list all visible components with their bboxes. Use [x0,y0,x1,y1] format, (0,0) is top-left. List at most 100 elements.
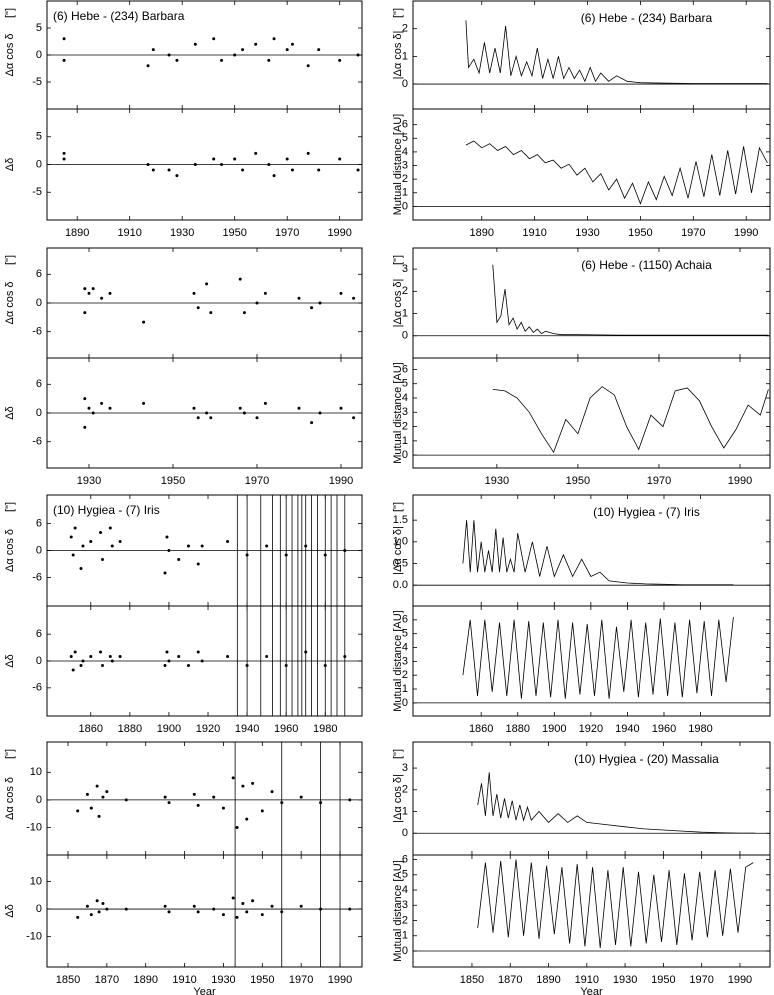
x-tick-label: 1960 [652,723,676,735]
plot-frame [412,108,771,221]
y-tick-label: -10 [26,931,42,943]
data-point [85,904,89,908]
x-tick-label: 1990 [327,227,351,239]
plot-frame [412,357,771,469]
data-point [87,291,91,295]
y-unit: ["] [4,749,16,759]
data-point [196,562,200,566]
x-tick-label: 1900 [157,723,181,735]
data-point [118,539,122,543]
data-point [245,817,249,821]
data-point [318,301,322,305]
y-tick-label: -10 [26,821,42,833]
data-point [175,174,179,178]
data-point [192,792,196,796]
data-point [220,58,224,62]
y-tick-label: 6 [402,853,408,865]
y-tick-label: 0 [36,407,42,419]
y-tick-label: 0 [402,78,408,90]
plot-frame [412,605,771,717]
y-tick-label: 0 [36,655,42,667]
data-point [272,37,276,41]
data-point [241,168,245,172]
x-tick-label: 1920 [579,723,603,735]
data-point [83,287,87,291]
x-tick-label: 1950 [566,475,590,487]
data-point [89,913,93,917]
y-axis-label: Δδ [4,904,16,917]
data-point [100,663,104,667]
data-point [310,306,314,310]
data-point [317,48,321,52]
data-point [255,416,259,420]
data-point [265,544,269,548]
y-tick-label: 3 [402,762,408,774]
x-tick-label: 1910 [522,227,546,239]
data-point [284,663,288,667]
chart-title: (6) Hebe - (234) Barbara [581,11,713,25]
data-point [272,174,276,178]
data-point [100,401,104,405]
data-point [285,48,289,52]
data-point [108,526,112,530]
y-tick-label: 1 [402,435,408,447]
data-point [83,425,87,429]
data-point [79,663,83,667]
data-point [142,320,146,324]
data-point [242,411,246,415]
data-point [338,157,342,161]
data-point [73,526,77,530]
y-tick-label: 2 [402,285,408,297]
data-point [151,168,155,172]
x-tick-label: 1870 [498,974,522,986]
data-point [146,64,150,68]
data-point [79,567,83,571]
data-point [83,311,87,315]
data-point [323,663,327,667]
data-point [69,655,73,659]
y-tick-label: 6 [36,378,42,390]
plot-frame [412,494,771,607]
y-axis-label: |Δα cos δ| [392,279,404,328]
data-point [85,792,89,796]
data-line [462,617,734,699]
y-tick-label: 0 [36,544,42,556]
data-point [339,406,343,410]
data-point [265,655,269,659]
x-tick-label: 1970 [245,475,269,487]
x-tick-label: 1850 [460,974,484,986]
data-point [89,655,93,659]
data-point [263,291,267,295]
data-point [235,915,239,919]
x-tick-label: 1860 [79,723,103,735]
y-tick-label: 5 [402,378,408,390]
data-point [220,163,224,166]
data-point [83,397,87,401]
data-line [465,20,768,84]
x-axis-label: Year [580,986,603,995]
y-tick-label: 1 [402,930,408,942]
data-point [205,411,209,415]
x-tick-label: 1980 [313,723,337,735]
y-axis-label: Mutual distance [AU] [392,610,404,712]
data-point [105,907,109,911]
y-tick-label: 10 [30,875,42,887]
x-tick-label: 1930 [211,974,235,986]
y-tick-label: 10 [30,766,42,778]
x-tick-label: 1910 [117,227,141,239]
data-line [477,772,756,834]
data-point [177,558,181,562]
y-tick-label: 3 [402,159,408,171]
y-axis-label: Mutual distance [AU] [392,860,404,962]
data-point [110,544,114,548]
data-point [254,42,258,46]
data-point [306,64,310,68]
y-axis-label: Δα cos δ [4,529,16,572]
data-point [241,902,245,906]
x-tick-label: 1930 [575,227,599,239]
x-tick-label: 1890 [65,227,89,239]
data-point [356,53,360,57]
data-point [108,291,112,295]
x-tick-label: 1930 [77,475,101,487]
y-unit: ["] [4,502,16,512]
